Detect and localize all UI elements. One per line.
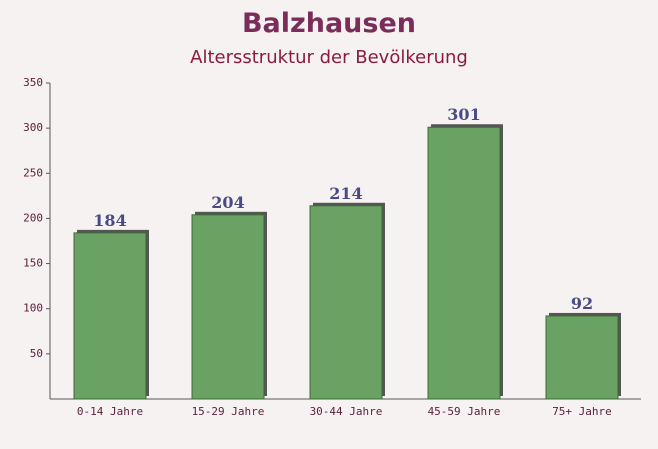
value-label: 301 [447, 105, 480, 124]
y-tick-label: 300 [23, 121, 43, 134]
x-tick-label: 45-59 Jahre [428, 405, 501, 418]
y-tick-label: 350 [23, 76, 43, 89]
y-tick-label: 150 [23, 257, 43, 270]
bar [191, 214, 265, 400]
y-tick-label: 250 [23, 166, 43, 179]
value-label: 214 [329, 184, 362, 203]
bar [73, 232, 147, 400]
y-tick-label: 50 [30, 347, 43, 360]
x-tick-label: 0-14 Jahre [77, 405, 143, 418]
chart-title: Balzhausen [242, 8, 416, 39]
y-tick-label: 200 [23, 211, 43, 224]
value-label: 204 [211, 193, 244, 212]
bar [545, 315, 619, 400]
y-tick-label: 100 [23, 302, 43, 315]
value-label: 92 [571, 294, 593, 313]
bar [309, 205, 383, 400]
x-tick-label: 30-44 Jahre [310, 405, 383, 418]
bar [427, 126, 501, 400]
x-tick-label: 75+ Jahre [552, 405, 612, 418]
x-tick-label: 15-29 Jahre [192, 405, 265, 418]
value-label: 184 [93, 211, 126, 230]
chart-subtitle: Altersstruktur der Bevölkerung [190, 47, 468, 68]
